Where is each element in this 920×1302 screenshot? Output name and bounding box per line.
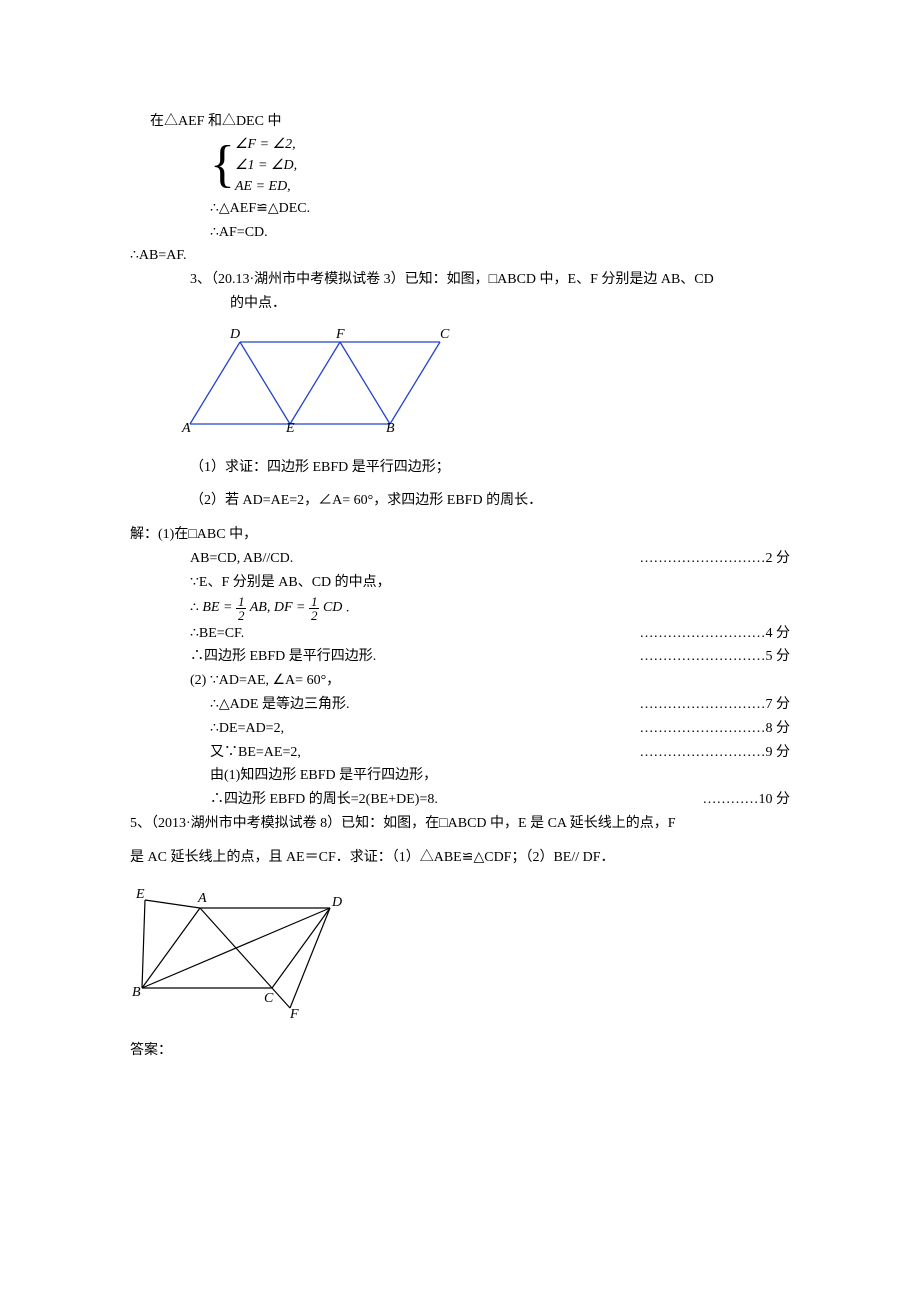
sol-line-11-left: ∴四边形 EBFD 的周长=2(BE+DE)=8.: [210, 788, 438, 812]
sol-line-1-right: ………………………2 分: [640, 547, 791, 571]
solution-head: 解：(1)在□ABC 中，: [130, 523, 790, 547]
sol-line-11-right: …………10 分: [703, 788, 791, 812]
sol-line-10: 由(1)知四边形 EBFD 是平行四边形，: [210, 764, 790, 788]
brace-item-2: ∠1 = ∠D,: [235, 155, 297, 176]
svg-text:E: E: [285, 421, 295, 436]
sol-line-3-post: .: [346, 600, 350, 615]
sol-line-4: ∴BE=CF. ………………………4 分: [190, 622, 790, 646]
brace-item-3: AE = ED,: [235, 176, 297, 197]
q3-part1: （1）求证：四边形 EBFD 是平行四边形；: [190, 456, 790, 480]
sol-line-8-left: ∴DE=AD=2,: [210, 717, 284, 741]
svg-text:C: C: [440, 327, 450, 342]
left-brace-icon: {: [210, 139, 235, 191]
line-aef-dec: 在△AEF 和△DEC 中: [150, 110, 790, 134]
sol-line-11: ∴四边形 EBFD 的周长=2(BE+DE)=8. …………10 分: [210, 788, 790, 812]
figure-abcd-ef: E A D B CF: [130, 888, 790, 1032]
line-afcd: ∴AF=CD.: [210, 221, 790, 245]
sol-line-4-left: ∴BE=CF.: [190, 622, 244, 646]
figure-parallelogram-debfc: A E B D F C: [180, 324, 790, 448]
sol-line-7-right: ………………………7 分: [640, 693, 791, 717]
svg-text:E: E: [135, 888, 145, 902]
svg-text:D: D: [331, 895, 342, 910]
sol-line-3-math: BE = 12 AB, DF = 12 CD: [202, 600, 342, 615]
q5-line-b: 是 AC 延长线上的点，且 AE＝CF．求证：（1）△ABE≌△CDF；（2）B…: [130, 846, 790, 870]
sol-line-3: ∴ BE = 12 AB, DF = 12 CD .: [190, 595, 790, 622]
brace-system: { ∠F = ∠2, ∠1 = ∠D, AE = ED,: [210, 134, 790, 197]
sol-line-7: ∴△ADE 是等边三角形. ………………………7 分: [210, 693, 790, 717]
svg-text:A: A: [197, 891, 207, 906]
svg-text:C: C: [264, 991, 274, 1006]
svg-text:F: F: [335, 327, 345, 342]
sol-line-1: AB=CD, AB//CD. ………………………2 分: [190, 547, 790, 571]
sol-line-8-right: ………………………8 分: [640, 717, 791, 741]
sol-line-8: ∴DE=AD=2, ………………………8 分: [210, 717, 790, 741]
brace-item-1: ∠F = ∠2,: [235, 134, 297, 155]
svg-text:D: D: [229, 327, 240, 342]
q3-head2: 的中点．: [230, 292, 790, 316]
sol-line-4-right: ………………………4 分: [640, 622, 791, 646]
line-abaf: ∴AB=AF.: [130, 244, 790, 268]
answer-label: 答案：: [130, 1039, 790, 1063]
q5-line-a: 5、（2013·湖州市中考模拟试卷 8）已知：如图，在□ABCD 中，E 是 C…: [130, 812, 790, 836]
sol-line-3-pre: ∴: [190, 600, 202, 615]
svg-text:A: A: [181, 421, 191, 436]
page: 在△AEF 和△DEC 中 { ∠F = ∠2, ∠1 = ∠D, AE = E…: [0, 0, 920, 1302]
svg-text:B: B: [132, 985, 141, 1000]
sol-line-9-right: ………………………9 分: [640, 741, 791, 765]
sol-line-5-right: ………………………5 分: [640, 645, 791, 669]
sol-line-9: 又∵BE=AE=2, ………………………9 分: [210, 741, 790, 765]
svg-text:F: F: [289, 1007, 299, 1022]
sol-line-2: ∵E、F 分别是 AB、CD 的中点，: [190, 571, 790, 595]
line-congruent: ∴△AEF≌△DEC.: [210, 197, 790, 221]
q3-head: 3、（20.13·湖州市中考模拟试卷 3）已知：如图，□ABCD 中，E、F 分…: [190, 268, 790, 292]
q3-part2: （2）若 AD=AE=2，∠A= 60°，求四边形 EBFD 的周长．: [190, 489, 790, 513]
sol-line-9-left: 又∵BE=AE=2,: [210, 741, 301, 765]
sol-line-7-left: ∴△ADE 是等边三角形.: [210, 693, 349, 717]
sol-line-1-left: AB=CD, AB//CD.: [190, 547, 293, 571]
sol-line-5: ∴四边形 EBFD 是平行四边形. ………………………5 分: [190, 645, 790, 669]
svg-text:B: B: [386, 421, 395, 436]
sol-line-6: (2) ∵AD=AE, ∠A= 60°，: [190, 669, 790, 693]
sol-line-5-left: ∴四边形 EBFD 是平行四边形.: [190, 645, 376, 669]
